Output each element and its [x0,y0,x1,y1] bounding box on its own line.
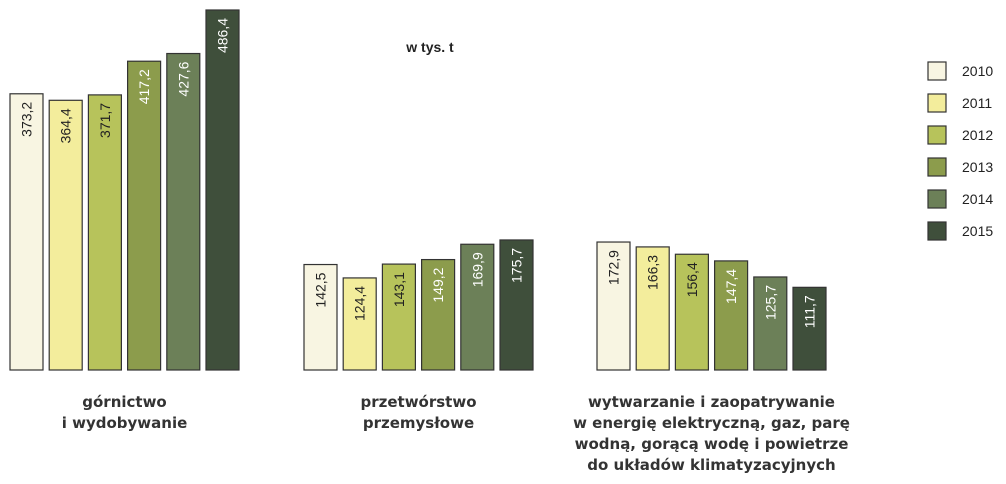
data-label: 364,4 [58,108,74,143]
legend-swatch [927,221,947,241]
bar [87,94,123,371]
bar [753,276,788,371]
data-label: 486,4 [215,18,231,53]
category-label: wytwarzanie i zaopatrywanie [588,393,835,411]
legend-swatch [927,157,947,177]
category-label: w energię elektryczną, gaz, parę [573,414,850,432]
data-label: 124,4 [352,286,368,321]
legend-label: 2012 [962,127,993,143]
bar [48,99,83,371]
bar [499,239,534,371]
bar [205,9,240,371]
legend-label: 2013 [962,159,993,175]
legend-label: 2010 [962,63,993,79]
data-label: 169,9 [469,252,485,287]
data-label: 156,4 [684,262,700,297]
legend-swatch [927,189,947,209]
bar [596,241,631,371]
data-label: 147,4 [723,269,739,304]
data-label: 417,2 [136,69,152,104]
data-label: 125,7 [762,285,778,320]
legend-swatch [927,125,947,145]
bar [381,263,416,371]
bar [635,246,670,371]
bar [674,253,710,371]
bar [166,52,201,371]
data-label: 142,5 [313,272,329,307]
data-label: 371,7 [97,103,113,138]
legend-swatch [927,61,947,81]
category-label: i wydobywanie [62,414,188,432]
legend-label: 2011 [962,95,992,111]
bar [303,263,338,371]
legend-label: 2014 [962,191,993,207]
data-label: 427,6 [175,61,191,96]
bar [460,243,495,371]
category-label: przetwórstwo [360,393,476,411]
data-label: 149,2 [430,267,446,302]
data-label: 373,2 [19,102,35,137]
data-label: 175,7 [509,248,525,283]
legend-label: 2015 [962,223,993,239]
data-label: 172,9 [606,250,622,285]
bar [713,260,749,371]
bar [792,286,827,371]
category-label: wodną, gorącą wodę i powietrze [575,435,849,453]
category-label: do układów klimatyzacyjnych [587,456,835,474]
category-label: przemysłowe [363,414,474,432]
data-label: 143,1 [391,272,407,307]
legend-swatch [927,93,947,113]
bar [342,277,377,371]
data-label: 166,3 [645,255,661,290]
bar [9,93,44,371]
bar [126,60,162,371]
bar [421,258,456,371]
category-label: górnictwo [82,393,167,411]
data-label: 111,7 [802,295,818,328]
chart-subtitle: w tys. t [405,39,454,55]
